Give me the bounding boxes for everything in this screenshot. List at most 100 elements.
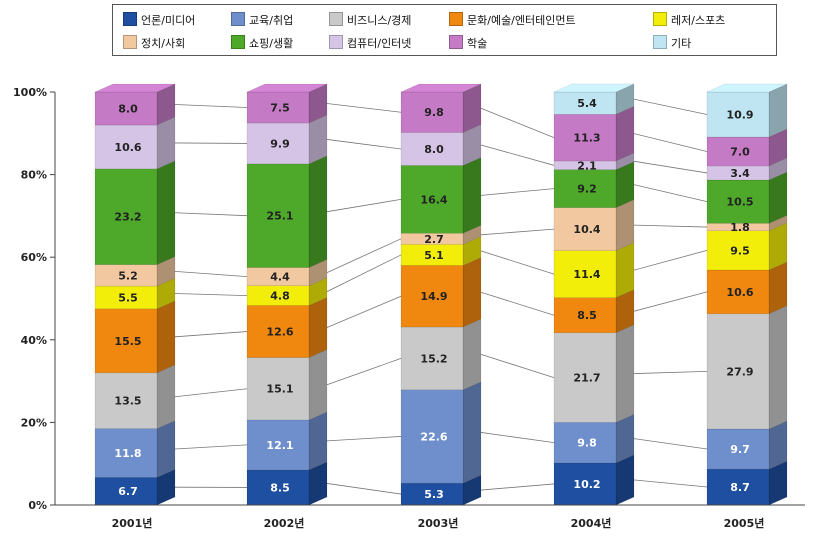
bar-segment	[94, 308, 158, 374]
bar-segment	[706, 269, 770, 315]
data-label: 9.5	[730, 244, 750, 257]
bar-segment	[94, 372, 158, 429]
data-label: 2.1	[577, 159, 597, 172]
bar-segment	[94, 91, 158, 126]
legend-swatch-culture	[449, 12, 463, 26]
bar-segment	[94, 428, 158, 478]
data-label: 8.0	[118, 103, 138, 116]
data-label: 22.6	[420, 430, 447, 443]
legend-swatch-politics	[123, 35, 137, 49]
legend-swatch-shopping	[231, 35, 245, 49]
data-label: 27.9	[726, 365, 753, 378]
data-label: 9.8	[577, 437, 597, 450]
data-label: 7.0	[730, 145, 750, 158]
bar-segment-side	[615, 414, 635, 464]
data-label: 14.9	[420, 290, 447, 303]
data-label: 9.8	[424, 106, 444, 119]
legend-item: 컴퓨터/인터넷	[329, 35, 411, 51]
bar-segment	[553, 332, 617, 423]
bar-segment-side	[615, 454, 635, 506]
bar-segment-side	[308, 411, 328, 471]
legend-swatch-academic	[449, 35, 463, 49]
bar-segment	[553, 422, 617, 464]
legend-label: 문화/예술/엔터테인먼트	[467, 14, 576, 27]
connector-line	[633, 224, 708, 228]
data-label: 8.5	[270, 481, 290, 494]
connector-line	[480, 250, 555, 275]
data-label: 8.0	[424, 143, 444, 156]
legend-swatch-business	[329, 12, 343, 26]
connector-line	[174, 293, 248, 297]
bar-segment	[246, 357, 310, 421]
bar-segment	[94, 477, 158, 506]
data-label: 15.2	[420, 352, 447, 365]
bar-segment	[553, 114, 617, 162]
data-label: 2.7	[424, 233, 444, 246]
bar-segment-side	[768, 171, 788, 224]
y-tick-label: 40%	[21, 334, 47, 347]
connector-line	[480, 228, 555, 236]
y-tick-label: 0%	[28, 499, 47, 512]
bar-segment	[706, 230, 770, 271]
data-label: 3.4	[730, 167, 750, 180]
bar-segment	[553, 250, 617, 298]
legend-label: 쇼핑/생활	[249, 37, 294, 50]
connector-line	[633, 249, 708, 271]
bar-segment-side	[308, 155, 328, 268]
bar-top-face	[246, 83, 328, 93]
data-label: 12.6	[266, 326, 293, 339]
connector-line	[326, 198, 402, 213]
data-label: 5.3	[424, 488, 444, 501]
data-label: 23.2	[114, 211, 141, 224]
bar-segment-side	[156, 300, 176, 374]
legend-label: 정치/사회	[141, 37, 186, 50]
bar-segment-side	[156, 160, 176, 266]
bar-segment	[706, 179, 770, 224]
data-label: 10.5	[726, 196, 753, 209]
data-label: 4.8	[270, 290, 290, 303]
connector-line	[480, 354, 555, 378]
legend-swatch-education	[231, 12, 245, 26]
data-label: 10.9	[726, 109, 753, 122]
bar-segment	[553, 169, 617, 208]
connector-line	[633, 98, 708, 115]
bar-segment-side	[768, 305, 788, 430]
connector-lines	[174, 98, 708, 495]
connector-line	[174, 388, 248, 398]
data-labels: 6.7 11.8 13.5 15.5 5.5 5.2 23.2 10.6 8.0 8.5 12.1 1…	[114, 97, 753, 501]
connector-line	[326, 358, 402, 386]
bar-segment-side	[462, 318, 482, 391]
bar-segment	[706, 468, 770, 506]
bar-segment	[246, 419, 310, 471]
bar-segment-side	[308, 114, 328, 165]
connector-line	[174, 331, 248, 338]
legend-item: 기타	[653, 35, 691, 51]
bar-segment-side	[462, 157, 482, 234]
bar-segment	[706, 91, 770, 138]
data-label: 15.1	[266, 383, 293, 396]
connector-line	[633, 479, 708, 488]
connector-line	[326, 254, 402, 292]
data-label: 15.5	[114, 335, 141, 348]
bar-segment-side	[768, 83, 788, 138]
data-label: 16.4	[420, 193, 447, 206]
bar-segment-side	[615, 199, 635, 251]
legend-item: 언론/미디어	[123, 12, 195, 28]
bar-segment-side	[462, 257, 482, 328]
bar-segment	[706, 428, 770, 470]
legend-item: 문화/예술/엔터테인먼트	[449, 12, 576, 28]
connector-line	[633, 184, 708, 203]
connector-line	[633, 160, 708, 174]
y-tick-label: 80%	[21, 169, 47, 182]
bar-segment	[400, 165, 464, 234]
y-tick-label: 100%	[13, 86, 47, 99]
bar-segment-side	[156, 420, 176, 478]
data-label: 21.7	[573, 372, 600, 385]
connector-line	[633, 438, 708, 450]
bar-segment	[553, 297, 617, 334]
bar-segment	[246, 305, 310, 358]
x-tick-label: 2001년	[112, 516, 153, 530]
connector-line	[174, 212, 248, 217]
data-label: 11.4	[573, 268, 600, 281]
